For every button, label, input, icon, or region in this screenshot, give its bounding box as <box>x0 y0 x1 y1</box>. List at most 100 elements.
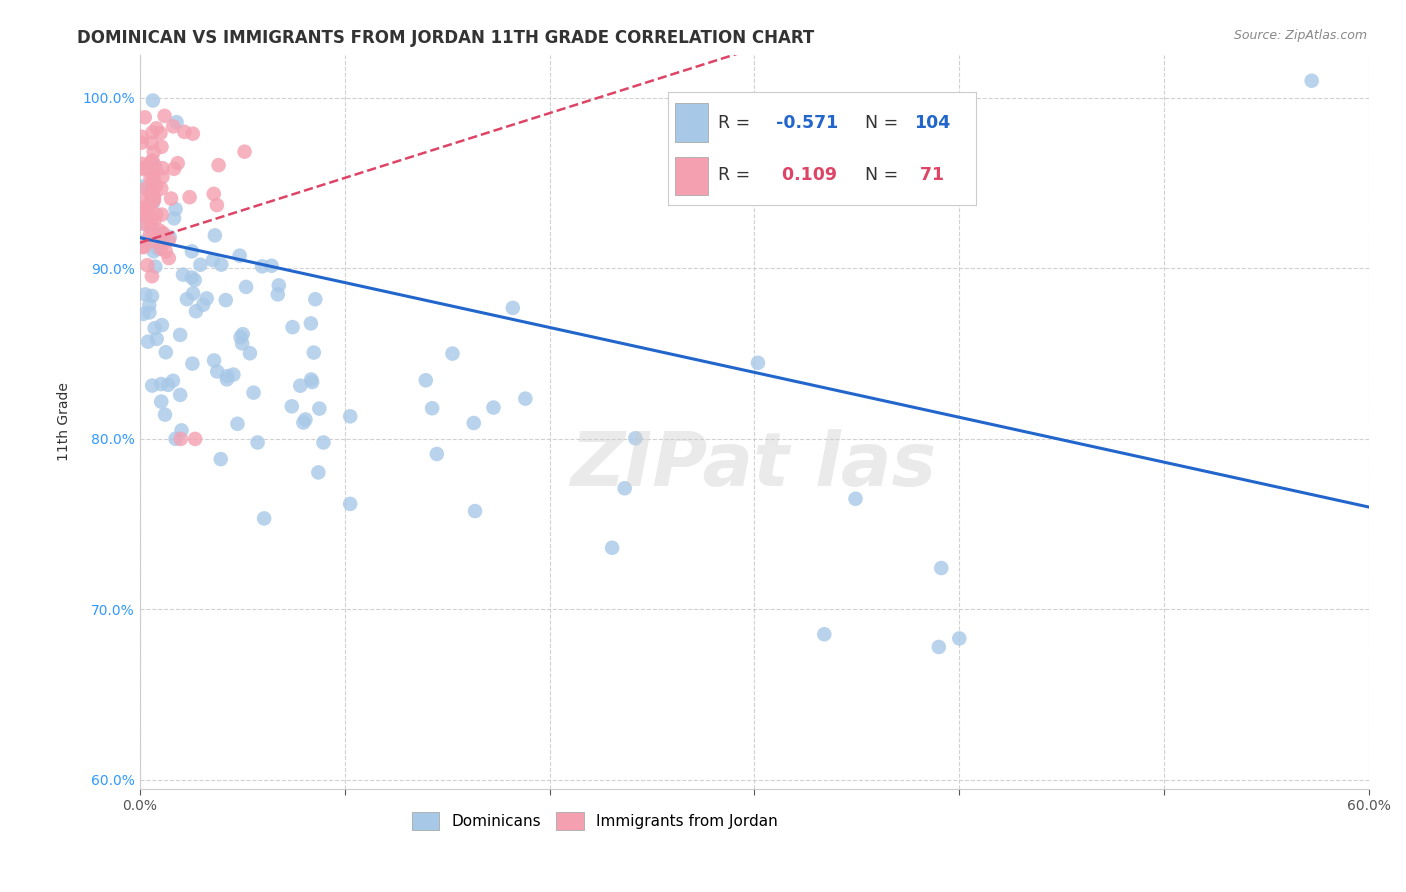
Point <box>143 321 166 335</box>
Point <box>162 374 184 388</box>
Point <box>304 292 326 306</box>
Point <box>157 377 180 392</box>
Point <box>183 273 205 287</box>
Point <box>141 153 163 168</box>
Point <box>139 216 162 230</box>
Point <box>292 416 315 430</box>
Point <box>301 375 323 389</box>
Point <box>176 292 198 306</box>
Point <box>142 158 165 172</box>
Point <box>131 240 153 254</box>
Point <box>165 202 187 216</box>
Point <box>228 249 250 263</box>
Point <box>153 408 176 422</box>
Point <box>294 412 316 426</box>
Point <box>153 109 176 123</box>
Point <box>150 318 173 332</box>
Point <box>463 416 485 430</box>
Point <box>131 216 153 230</box>
Point <box>139 186 162 200</box>
Point <box>131 202 153 216</box>
Point <box>141 194 163 208</box>
Point <box>624 431 647 445</box>
Point <box>139 227 162 242</box>
Point <box>600 541 623 555</box>
Point <box>229 330 252 344</box>
Point <box>502 301 524 315</box>
Point <box>142 94 165 108</box>
Point <box>169 388 191 402</box>
Point <box>132 179 155 194</box>
Point <box>134 287 156 301</box>
Point <box>134 194 156 209</box>
Point <box>150 181 173 195</box>
Point <box>145 161 167 175</box>
Y-axis label: 11th Grade: 11th Grade <box>58 383 72 461</box>
Point <box>482 401 505 415</box>
Point <box>145 121 167 136</box>
Point <box>162 120 184 134</box>
Point <box>157 251 180 265</box>
Point <box>142 195 165 210</box>
Point <box>215 293 238 307</box>
Point <box>179 190 201 204</box>
Point <box>141 289 163 303</box>
Point <box>135 218 157 232</box>
Point <box>205 364 228 378</box>
Point <box>339 409 361 424</box>
Point <box>184 304 207 318</box>
Point <box>134 110 156 124</box>
Point <box>150 208 173 222</box>
Point <box>242 385 264 400</box>
Point <box>145 178 167 193</box>
Point <box>1301 73 1323 87</box>
Point <box>267 287 290 301</box>
Point <box>143 190 166 204</box>
Point <box>813 627 835 641</box>
Point <box>307 466 329 480</box>
Point <box>426 447 449 461</box>
Point <box>253 511 276 525</box>
Point <box>215 372 238 386</box>
Point <box>235 280 257 294</box>
Point <box>191 298 214 312</box>
Legend: Dominicans, Immigrants from Jordan: Dominicans, Immigrants from Jordan <box>405 806 783 836</box>
Point <box>141 269 163 284</box>
Point <box>138 305 160 319</box>
Point <box>143 193 166 207</box>
Point <box>142 190 165 204</box>
Point <box>163 161 186 176</box>
Point <box>515 392 537 406</box>
Point <box>246 435 269 450</box>
Point <box>209 258 232 272</box>
Point <box>142 244 165 259</box>
Point <box>222 368 245 382</box>
Point <box>299 372 322 386</box>
Point <box>143 260 166 274</box>
Point <box>145 207 167 221</box>
Point <box>231 336 253 351</box>
Text: ZIPat las: ZIPat las <box>571 429 938 502</box>
Point <box>132 240 155 254</box>
Point <box>312 435 335 450</box>
Point <box>181 286 204 301</box>
Point <box>169 327 191 342</box>
Point <box>415 373 437 387</box>
Point <box>250 260 273 274</box>
Point <box>166 156 188 170</box>
Point <box>180 244 202 259</box>
Point <box>281 320 304 334</box>
Point <box>136 334 159 349</box>
Point <box>155 345 177 359</box>
Point <box>339 497 361 511</box>
Point <box>131 129 153 144</box>
Point <box>142 178 165 192</box>
Point <box>132 161 155 175</box>
Point <box>929 561 952 575</box>
Point <box>157 233 180 247</box>
Point <box>202 186 225 201</box>
Point <box>142 169 165 184</box>
Point <box>166 115 188 129</box>
Point <box>141 190 163 204</box>
Point <box>202 353 225 368</box>
